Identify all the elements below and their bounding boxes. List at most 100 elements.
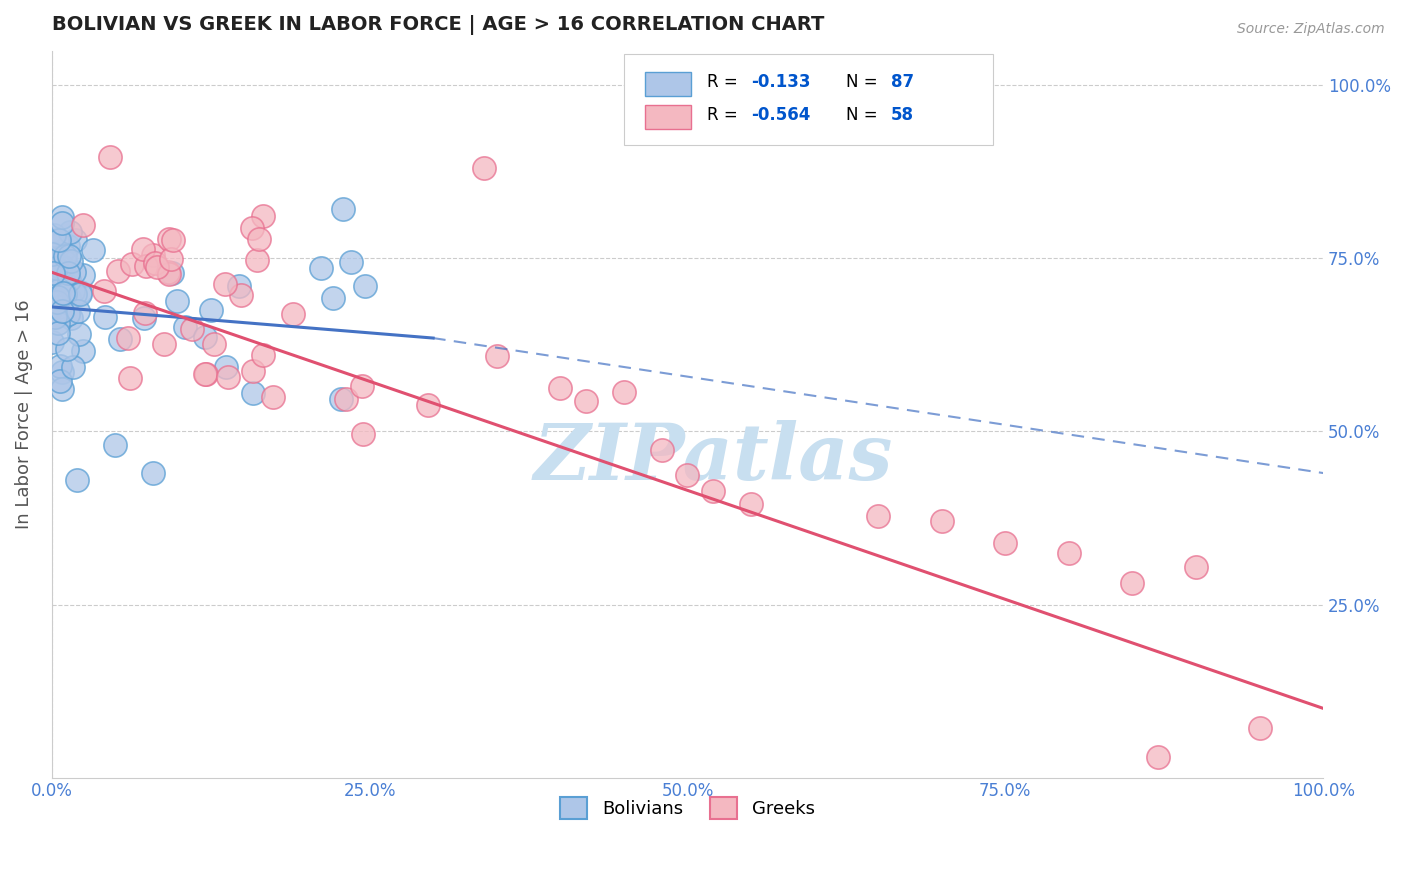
Point xyxy=(46,235,69,249)
Point xyxy=(162,266,184,280)
Point xyxy=(353,278,375,293)
Text: BOLIVIAN VS GREEK IN LABOR FORCE | AGE > 16 CORRELATION CHART: BOLIVIAN VS GREEK IN LABOR FORCE | AGE >… xyxy=(52,15,824,35)
Point xyxy=(53,274,76,288)
Point xyxy=(142,466,165,480)
Point xyxy=(322,291,344,305)
Point xyxy=(242,386,264,401)
Point xyxy=(62,359,84,374)
Point xyxy=(994,536,1017,550)
Point xyxy=(117,331,139,345)
Point xyxy=(181,322,204,336)
Point xyxy=(42,228,65,243)
Point xyxy=(228,279,250,293)
Point xyxy=(195,368,218,382)
Point xyxy=(45,260,67,275)
Point xyxy=(41,245,63,260)
Y-axis label: In Labor Force | Age > 16: In Labor Force | Age > 16 xyxy=(15,300,32,529)
Text: 58: 58 xyxy=(891,106,914,124)
Point xyxy=(1249,721,1271,735)
Point xyxy=(93,285,115,299)
FancyBboxPatch shape xyxy=(645,104,692,128)
Point xyxy=(134,306,156,320)
Point xyxy=(46,233,69,247)
Point xyxy=(152,337,174,351)
Point xyxy=(200,302,222,317)
FancyBboxPatch shape xyxy=(624,54,993,145)
Point xyxy=(1147,749,1170,764)
Point xyxy=(72,344,94,359)
Point xyxy=(252,347,274,361)
Point xyxy=(44,305,66,319)
Point xyxy=(69,285,91,300)
Point xyxy=(702,484,724,499)
Point xyxy=(651,443,673,458)
Point xyxy=(48,233,70,247)
Point xyxy=(332,202,354,216)
Point xyxy=(49,260,72,274)
Point xyxy=(352,427,374,442)
Point xyxy=(53,255,76,269)
Point xyxy=(214,277,236,291)
Point xyxy=(142,247,165,261)
Point xyxy=(132,311,155,326)
Point xyxy=(157,267,180,281)
Point xyxy=(51,382,73,396)
Point xyxy=(59,226,82,240)
Point xyxy=(247,232,270,246)
Point xyxy=(51,210,73,224)
Point xyxy=(485,349,508,363)
Point xyxy=(63,286,86,301)
Point xyxy=(242,364,264,378)
Point xyxy=(107,263,129,277)
Point xyxy=(41,334,63,349)
Point xyxy=(52,260,75,274)
Point xyxy=(240,221,263,235)
Point xyxy=(82,244,104,258)
Point xyxy=(100,150,122,164)
Point xyxy=(51,303,73,318)
Point xyxy=(309,261,332,276)
Point xyxy=(676,467,699,482)
Point xyxy=(94,310,117,324)
Point xyxy=(56,307,79,321)
Point xyxy=(162,233,184,247)
Point xyxy=(42,292,65,306)
Point xyxy=(118,371,141,385)
Point xyxy=(72,218,94,232)
Point xyxy=(58,291,80,305)
Point xyxy=(202,337,225,351)
Point xyxy=(108,332,131,346)
Point xyxy=(157,265,180,279)
Point xyxy=(1121,576,1143,591)
Legend: Bolivians, Greeks: Bolivians, Greeks xyxy=(553,790,821,827)
Point xyxy=(868,509,890,524)
Point xyxy=(53,249,76,263)
Point xyxy=(104,438,127,452)
Point xyxy=(44,295,66,310)
Point xyxy=(194,368,217,382)
Point xyxy=(46,290,69,304)
Point xyxy=(56,342,79,356)
Point xyxy=(416,399,439,413)
Point xyxy=(41,293,63,307)
Point xyxy=(121,257,143,271)
Point xyxy=(46,295,69,310)
Point xyxy=(42,293,65,308)
Point xyxy=(132,242,155,256)
Point xyxy=(59,254,82,268)
Point xyxy=(472,161,495,176)
Point xyxy=(69,287,91,301)
Point xyxy=(46,316,69,330)
Point xyxy=(1057,546,1080,560)
Point xyxy=(217,370,239,384)
Point xyxy=(48,301,70,315)
Point xyxy=(51,216,73,230)
Point xyxy=(215,360,238,375)
Point xyxy=(46,326,69,340)
Point xyxy=(48,374,70,388)
Point xyxy=(740,497,762,511)
Point xyxy=(63,233,86,247)
Text: N =: N = xyxy=(846,73,883,91)
Point xyxy=(58,267,80,281)
FancyBboxPatch shape xyxy=(645,72,692,96)
